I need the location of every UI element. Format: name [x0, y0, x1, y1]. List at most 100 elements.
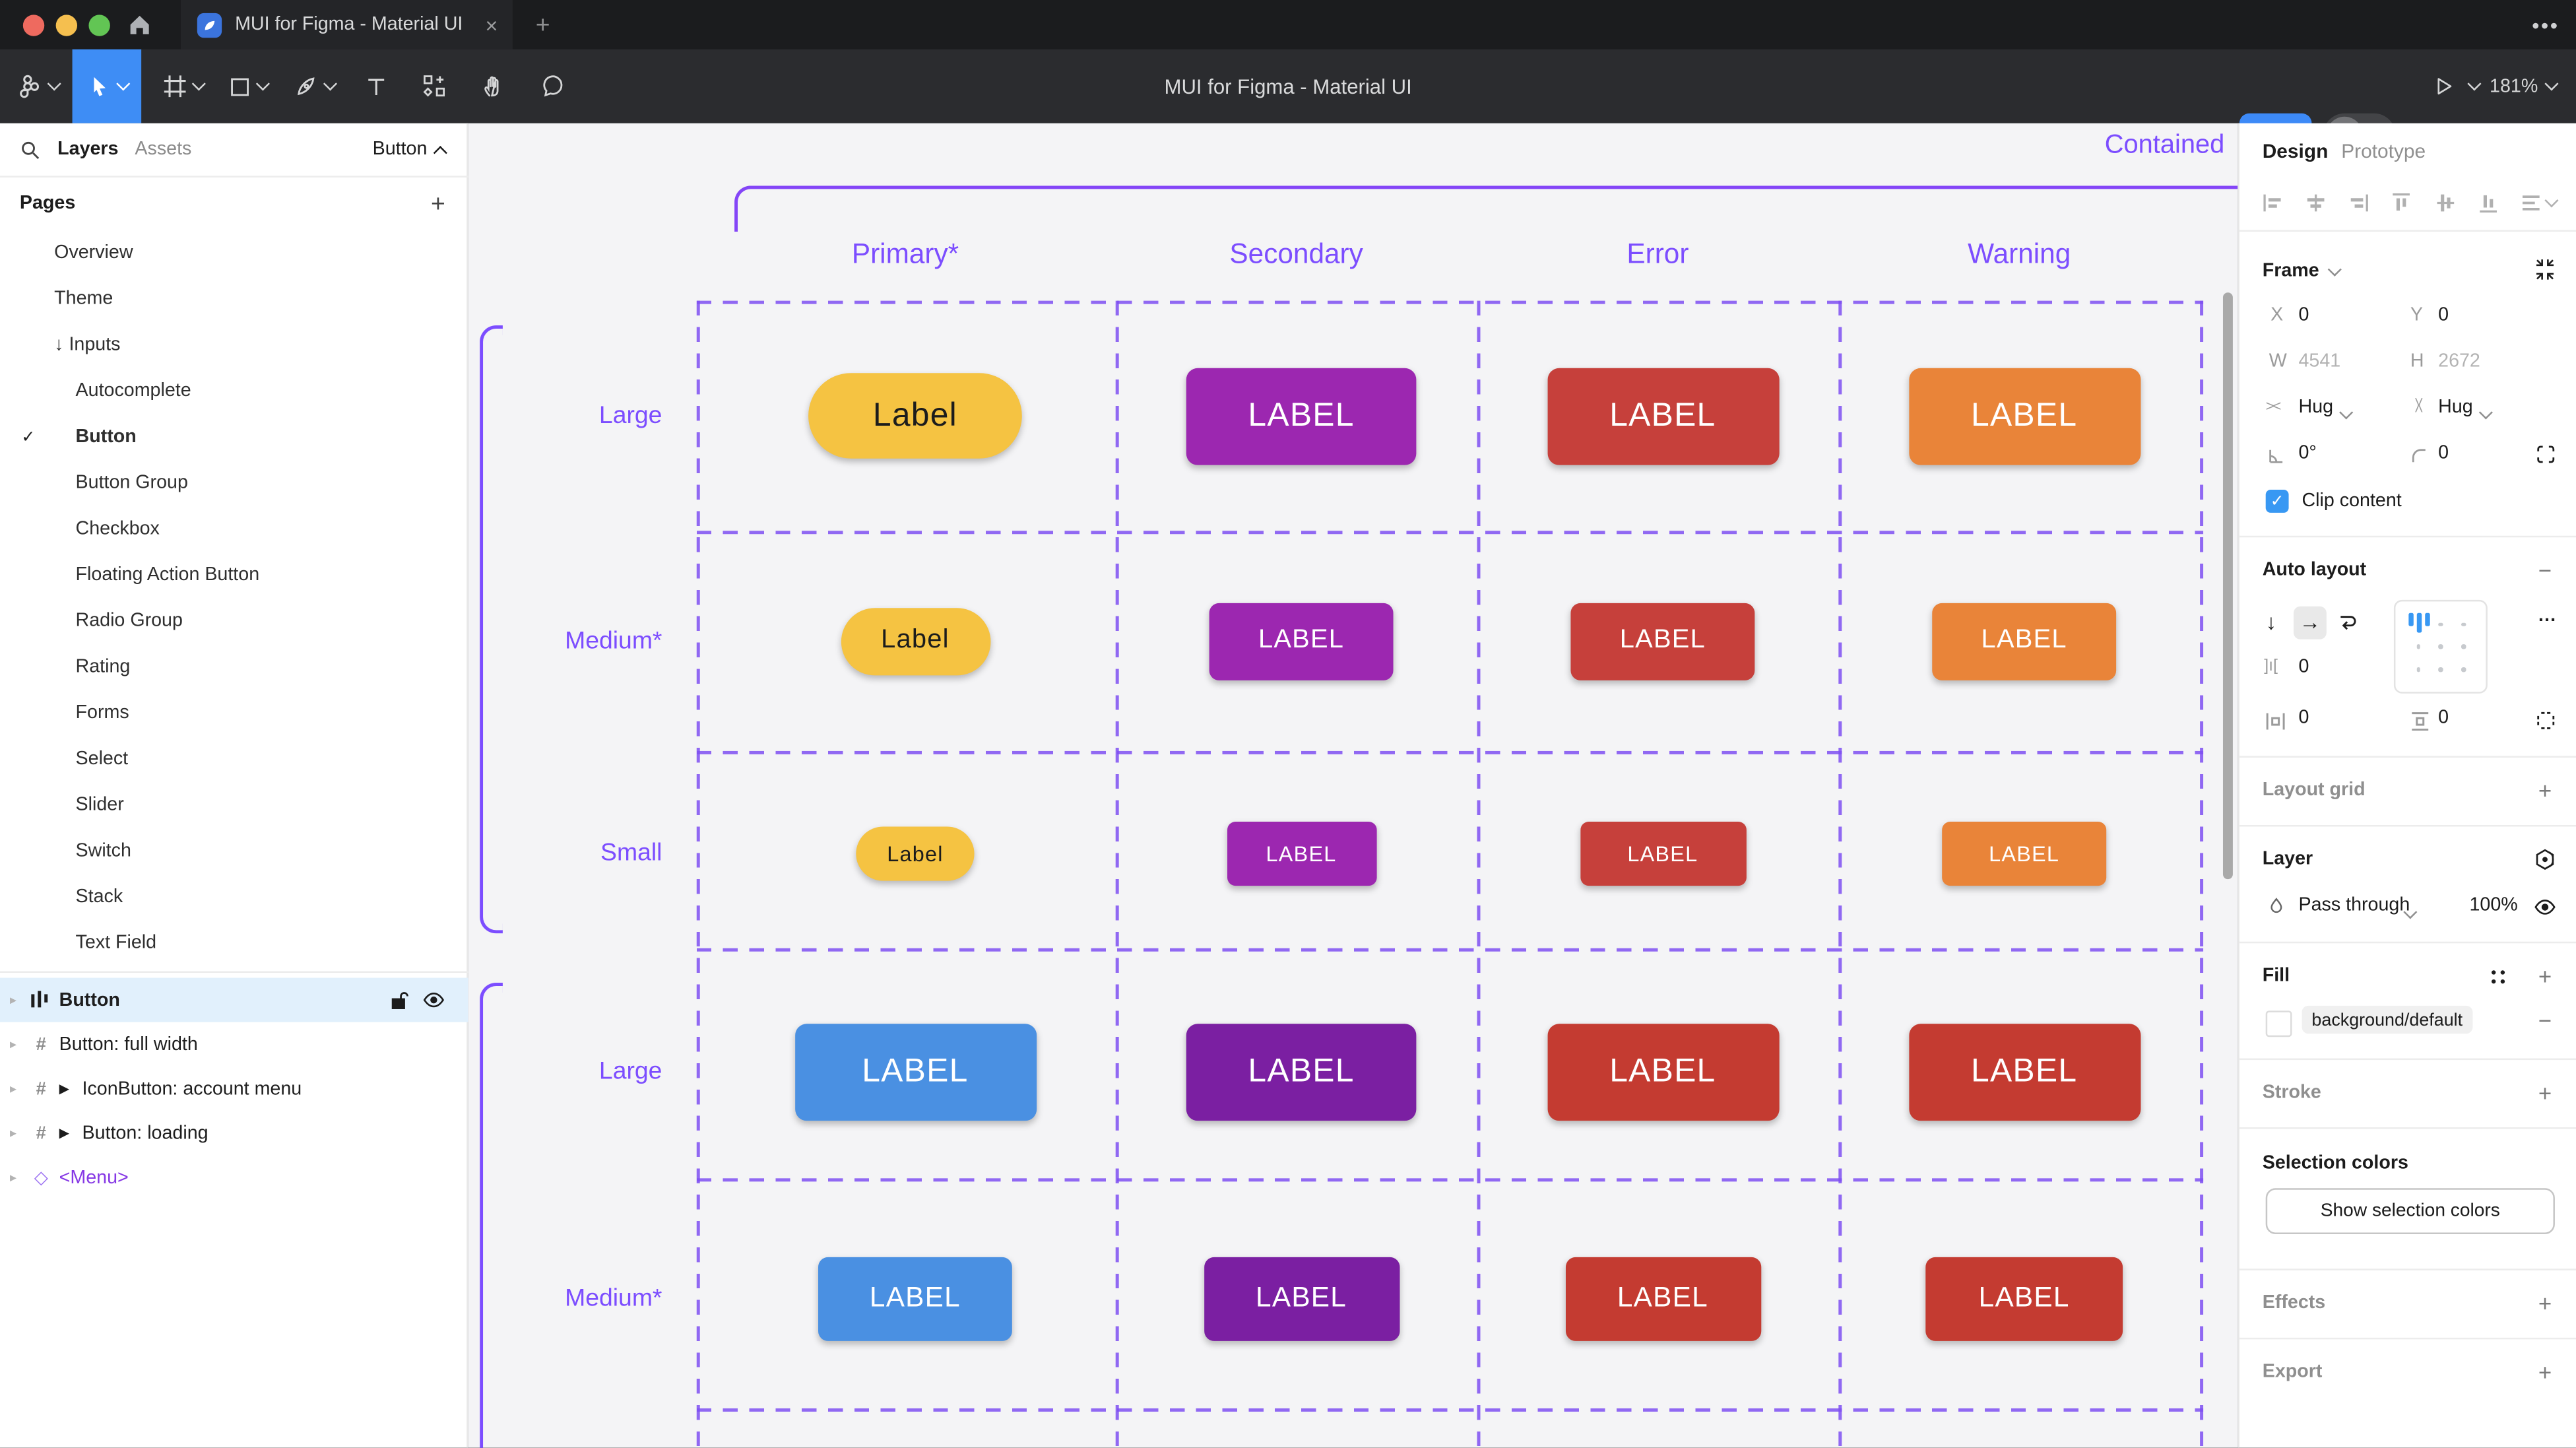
design-canvas[interactable]: Contained Primary*SecondaryErrorWarningL… — [468, 123, 2238, 1448]
present-dropdown-icon[interactable] — [2463, 49, 2486, 123]
resources-tool-button[interactable] — [408, 49, 461, 123]
align-h-center-icon[interactable] — [2303, 190, 2328, 214]
padding-vertical-value[interactable]: 0 — [2438, 708, 2449, 728]
expand-chevron-icon[interactable]: ▸ — [10, 1037, 16, 1051]
clip-content-checkbox[interactable]: ✓ — [2266, 490, 2289, 513]
page-item-theme[interactable]: Theme — [0, 276, 468, 322]
canvas-button-label[interactable]: LABEL — [1932, 603, 2116, 680]
page-item-select[interactable]: Select — [0, 737, 468, 783]
canvas-button-label[interactable]: LABEL — [1186, 368, 1417, 465]
page-item-inputs[interactable]: ↓ Inputs — [0, 322, 468, 368]
y-value[interactable]: 0 — [2438, 306, 2449, 325]
tab-prototype[interactable]: Prototype — [2341, 140, 2426, 163]
collapse-panel-icon[interactable] — [2534, 258, 2557, 281]
add-stroke-button[interactable]: + — [2534, 1080, 2557, 1106]
comment-tool-button[interactable] — [526, 49, 579, 123]
canvas-button-label[interactable]: LABEL — [1209, 603, 1394, 680]
page-item-switch[interactable]: Switch — [0, 828, 468, 874]
file-tab[interactable]: MUI for Figma - Material UI × — [181, 0, 513, 49]
expand-chevron-icon[interactable]: ▸ — [10, 993, 16, 1007]
tab-layers[interactable]: Layers — [57, 140, 118, 160]
move-tool-button[interactable] — [73, 49, 142, 123]
present-button[interactable] — [2424, 49, 2463, 123]
independent-padding-icon[interactable] — [2535, 710, 2556, 731]
corner-radius-value[interactable]: 0 — [2438, 444, 2449, 463]
traffic-minimize-button[interactable] — [56, 14, 77, 35]
canvas-button-label[interactable]: LABEL — [1547, 1023, 1778, 1120]
page-item-stack[interactable]: Stack — [0, 874, 468, 921]
add-layout-grid-button[interactable]: + — [2534, 777, 2557, 804]
align-bottom-icon[interactable] — [2476, 190, 2500, 214]
zoom-dropdown-icon[interactable] — [2540, 49, 2563, 123]
page-item-radio-group[interactable]: Radio Group — [0, 598, 468, 644]
selection-badge[interactable]: Button — [373, 123, 445, 176]
canvas-button-label[interactable]: LABEL — [1547, 368, 1778, 465]
align-v-center-icon[interactable] — [2433, 190, 2457, 214]
text-tool-button[interactable] — [352, 49, 401, 123]
page-item-button-group[interactable]: Button Group — [0, 460, 468, 506]
page-item-floating-action-button[interactable]: Floating Action Button — [0, 552, 468, 599]
layer-row-button-loading[interactable]: ▸#▶Button: loading — [0, 1111, 468, 1155]
traffic-zoom-button[interactable] — [88, 14, 110, 35]
canvas-button-label[interactable]: LABEL — [1908, 1023, 2140, 1120]
visibility-icon[interactable] — [422, 989, 445, 1010]
fill-color-swatch[interactable] — [2266, 1010, 2292, 1037]
layer-row-iconbutton-account-menu[interactable]: ▸#▶IconButton: account menu — [0, 1067, 468, 1111]
tab-close-icon[interactable]: × — [486, 13, 498, 37]
traffic-close-button[interactable] — [23, 14, 44, 35]
unlock-icon[interactable] — [389, 989, 409, 1010]
page-item-forms[interactable]: Forms — [0, 690, 468, 737]
canvas-button-label[interactable]: LABEL — [1925, 1257, 2123, 1340]
canvas-button-label[interactable]: LABEL — [1942, 821, 2106, 885]
h-value[interactable]: 2672 — [2438, 352, 2480, 372]
align-left-icon[interactable] — [2261, 190, 2285, 214]
layout-horizontal-icon[interactable]: → — [2294, 607, 2327, 640]
layout-vertical-icon[interactable]: ↓ — [2266, 610, 2276, 634]
add-page-button[interactable]: + — [431, 190, 445, 218]
rotation-value[interactable]: 0° — [2299, 444, 2317, 463]
fill-token-chip[interactable]: background/default — [2302, 1006, 2472, 1034]
add-fill-button[interactable]: + — [2534, 963, 2557, 989]
canvas-button-label[interactable]: LABEL — [794, 1023, 1036, 1120]
layer-row-button[interactable]: ▸Button — [0, 978, 468, 1022]
remove-auto-layout-button[interactable]: − — [2534, 557, 2557, 583]
expand-chevron-icon[interactable]: ▸ — [10, 1081, 16, 1096]
layout-wrap-icon[interactable] — [2336, 610, 2360, 633]
frame-section-header[interactable]: Frame — [2263, 261, 2339, 281]
canvas-button-label[interactable]: Label — [856, 826, 974, 880]
alignment-grid-widget[interactable] — [2394, 600, 2488, 694]
canvas-button-label[interactable]: LABEL — [1570, 603, 1755, 680]
w-value[interactable]: 4541 — [2299, 352, 2341, 372]
fill-styles-icon[interactable] — [2489, 968, 2507, 986]
shape-tool-button[interactable] — [217, 49, 280, 123]
independent-corners-icon[interactable] — [2535, 444, 2556, 465]
canvas-button-label[interactable]: LABEL — [1186, 1023, 1417, 1120]
page-item-overview[interactable]: Overview — [0, 230, 468, 277]
hand-tool-button[interactable] — [467, 49, 519, 123]
page-item-autocomplete[interactable]: Autocomplete — [0, 368, 468, 414]
page-item-checkbox[interactable]: Checkbox — [0, 506, 468, 552]
canvas-button-label[interactable]: LABEL — [1204, 1257, 1399, 1340]
page-item-slider[interactable]: Slider — [0, 782, 468, 828]
page-item-rating[interactable]: Rating — [0, 644, 468, 690]
canvas-button-label[interactable]: LABEL — [1580, 821, 1745, 885]
opacity-value[interactable]: 100% — [2469, 896, 2517, 915]
auto-layout-more-icon[interactable]: … — [2538, 607, 2557, 626]
hug-height-value[interactable]: Hug — [2438, 398, 2473, 418]
zoom-level[interactable]: 181% — [2486, 49, 2542, 123]
padding-horizontal-value[interactable]: 0 — [2299, 708, 2309, 728]
search-icon[interactable] — [20, 139, 41, 160]
page-item-text-field[interactable]: Text Field — [0, 920, 468, 966]
add-effect-button[interactable]: + — [2534, 1290, 2557, 1317]
canvas-button-label[interactable]: Label — [808, 373, 1022, 458]
canvas-button-label[interactable]: LABEL — [818, 1257, 1012, 1340]
expand-chevron-icon[interactable]: ▸ — [10, 1170, 16, 1185]
blend-mode-icon[interactable] — [2534, 848, 2557, 871]
align-right-icon[interactable] — [2346, 190, 2371, 214]
figma-menu-button[interactable] — [10, 49, 66, 123]
expand-chevron-icon[interactable]: ▸ — [10, 1126, 16, 1140]
canvas-scrollbar[interactable] — [2223, 292, 2233, 879]
layer-visibility-icon[interactable] — [2534, 896, 2557, 919]
align-top-icon[interactable] — [2390, 190, 2414, 214]
blend-mode-value[interactable]: Pass through — [2299, 896, 2410, 915]
